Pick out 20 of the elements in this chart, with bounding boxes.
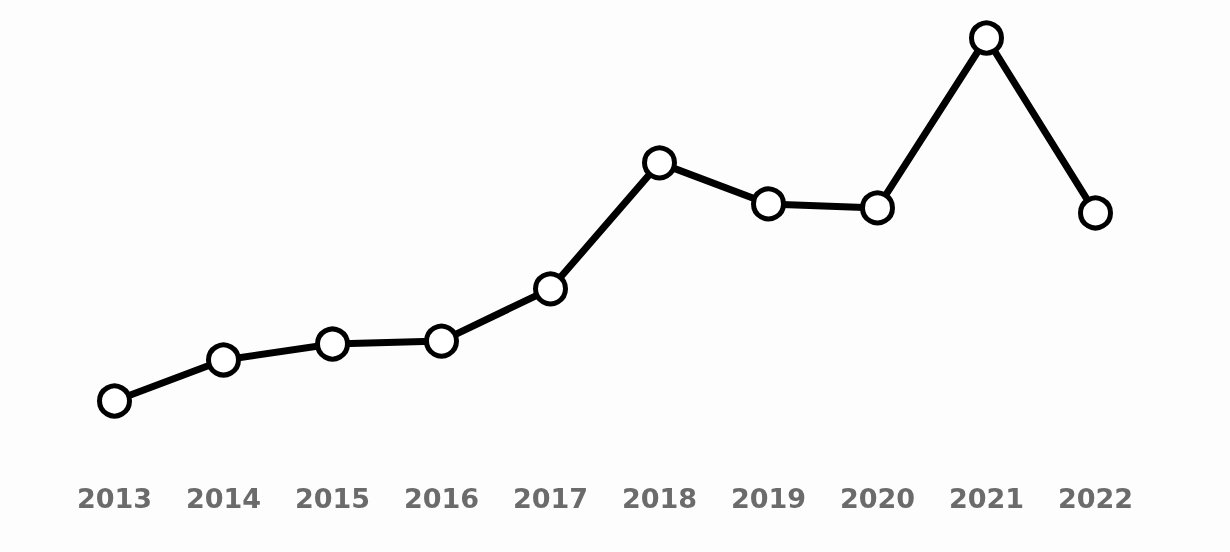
x-tick-label: 2018 bbox=[621, 483, 698, 514]
x-tick-label: 2017 bbox=[512, 483, 589, 514]
point bbox=[860, 190, 895, 226]
point bbox=[1078, 195, 1113, 231]
point bbox=[533, 271, 568, 307]
x-tick-label: 2016 bbox=[403, 483, 480, 514]
point bbox=[315, 326, 350, 362]
x-tick-label: 2022 bbox=[1057, 483, 1134, 514]
x-tick-label: 2019 bbox=[730, 483, 807, 514]
x-tick-label: 2021 bbox=[948, 483, 1025, 514]
x-tick-label: 2013 bbox=[76, 483, 153, 514]
x-tick-label: 2020 bbox=[839, 483, 916, 514]
x-tick-label: 2015 bbox=[294, 483, 371, 514]
point bbox=[206, 342, 241, 378]
point bbox=[751, 186, 786, 222]
point bbox=[424, 323, 459, 359]
point bbox=[97, 383, 132, 419]
point bbox=[969, 20, 1004, 56]
point bbox=[642, 145, 677, 181]
x-tick-label: 2014 bbox=[185, 483, 262, 514]
